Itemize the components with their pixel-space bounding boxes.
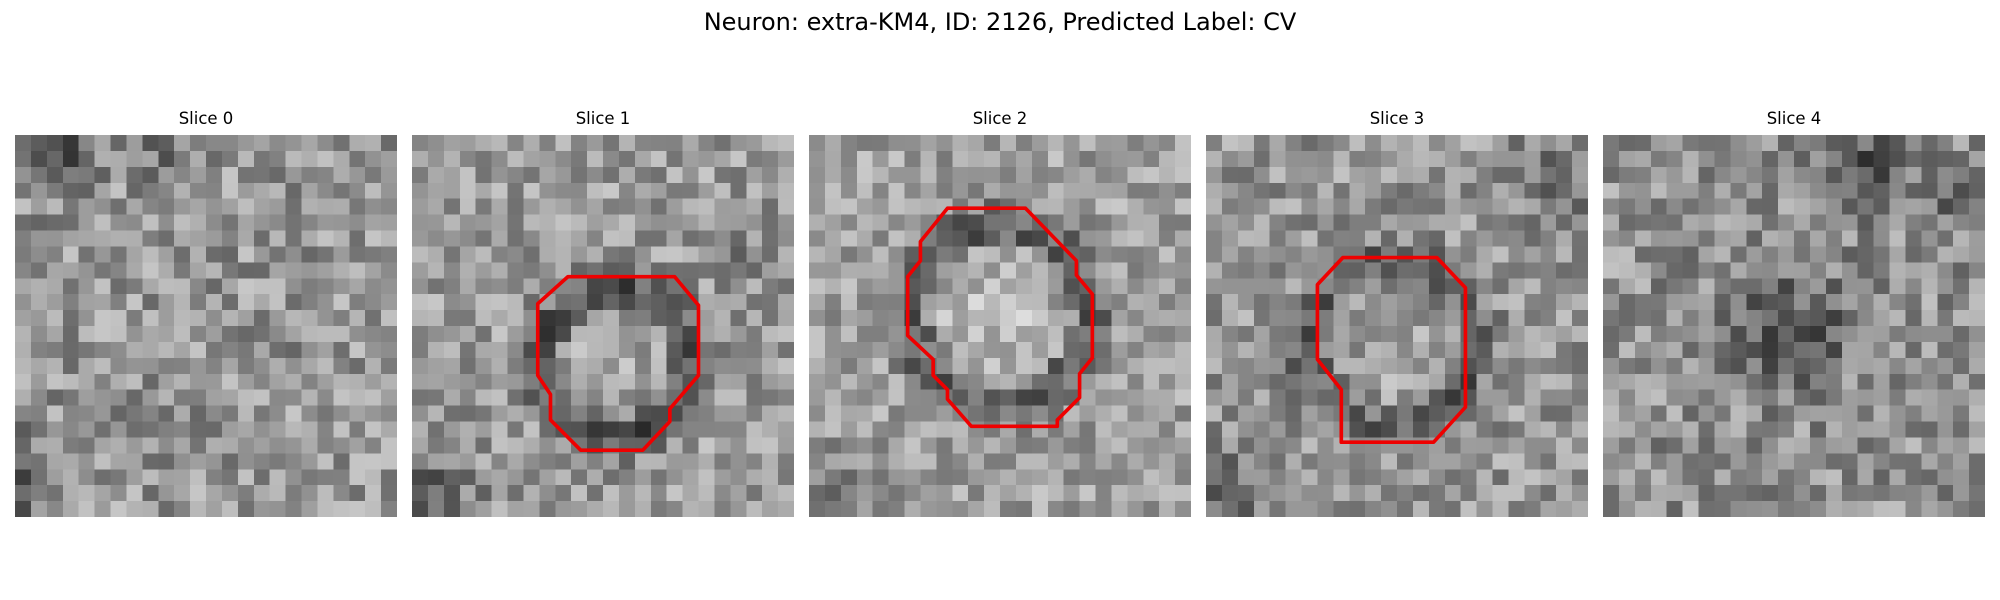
pixel-grid [412,135,794,517]
segmentation-contour [535,274,701,452]
slice-image [412,135,794,517]
slice-panel-1: Slice 1 [412,0,794,600]
slice-panel-3: Slice 3 [1206,0,1588,600]
slice-title: Slice 4 [1766,109,1822,128]
pixel-grid [1206,135,1588,517]
slice-image [1206,135,1588,517]
slice-panel-4: Slice 4 [1603,0,1985,600]
pixel-grid [1603,135,1985,517]
slice-title: Slice 2 [972,109,1028,128]
slice-title: Slice 1 [575,109,631,128]
slice-title: Slice 0 [178,109,234,128]
pixel-grid [809,135,1191,517]
slice-panel-0: Slice 0 [15,0,397,600]
slice-image [1603,135,1985,517]
segmentation-contour [905,206,1095,429]
pixel-grid [15,135,397,517]
slice-title: Slice 3 [1369,109,1425,128]
slice-panel-2: Slice 2 [809,0,1191,600]
figure-title: Neuron: extra-KM4, ID: 2126, Predicted L… [703,8,1297,36]
slice-image [15,135,397,517]
slice-image [809,135,1191,517]
segmentation-contour [1315,255,1468,445]
